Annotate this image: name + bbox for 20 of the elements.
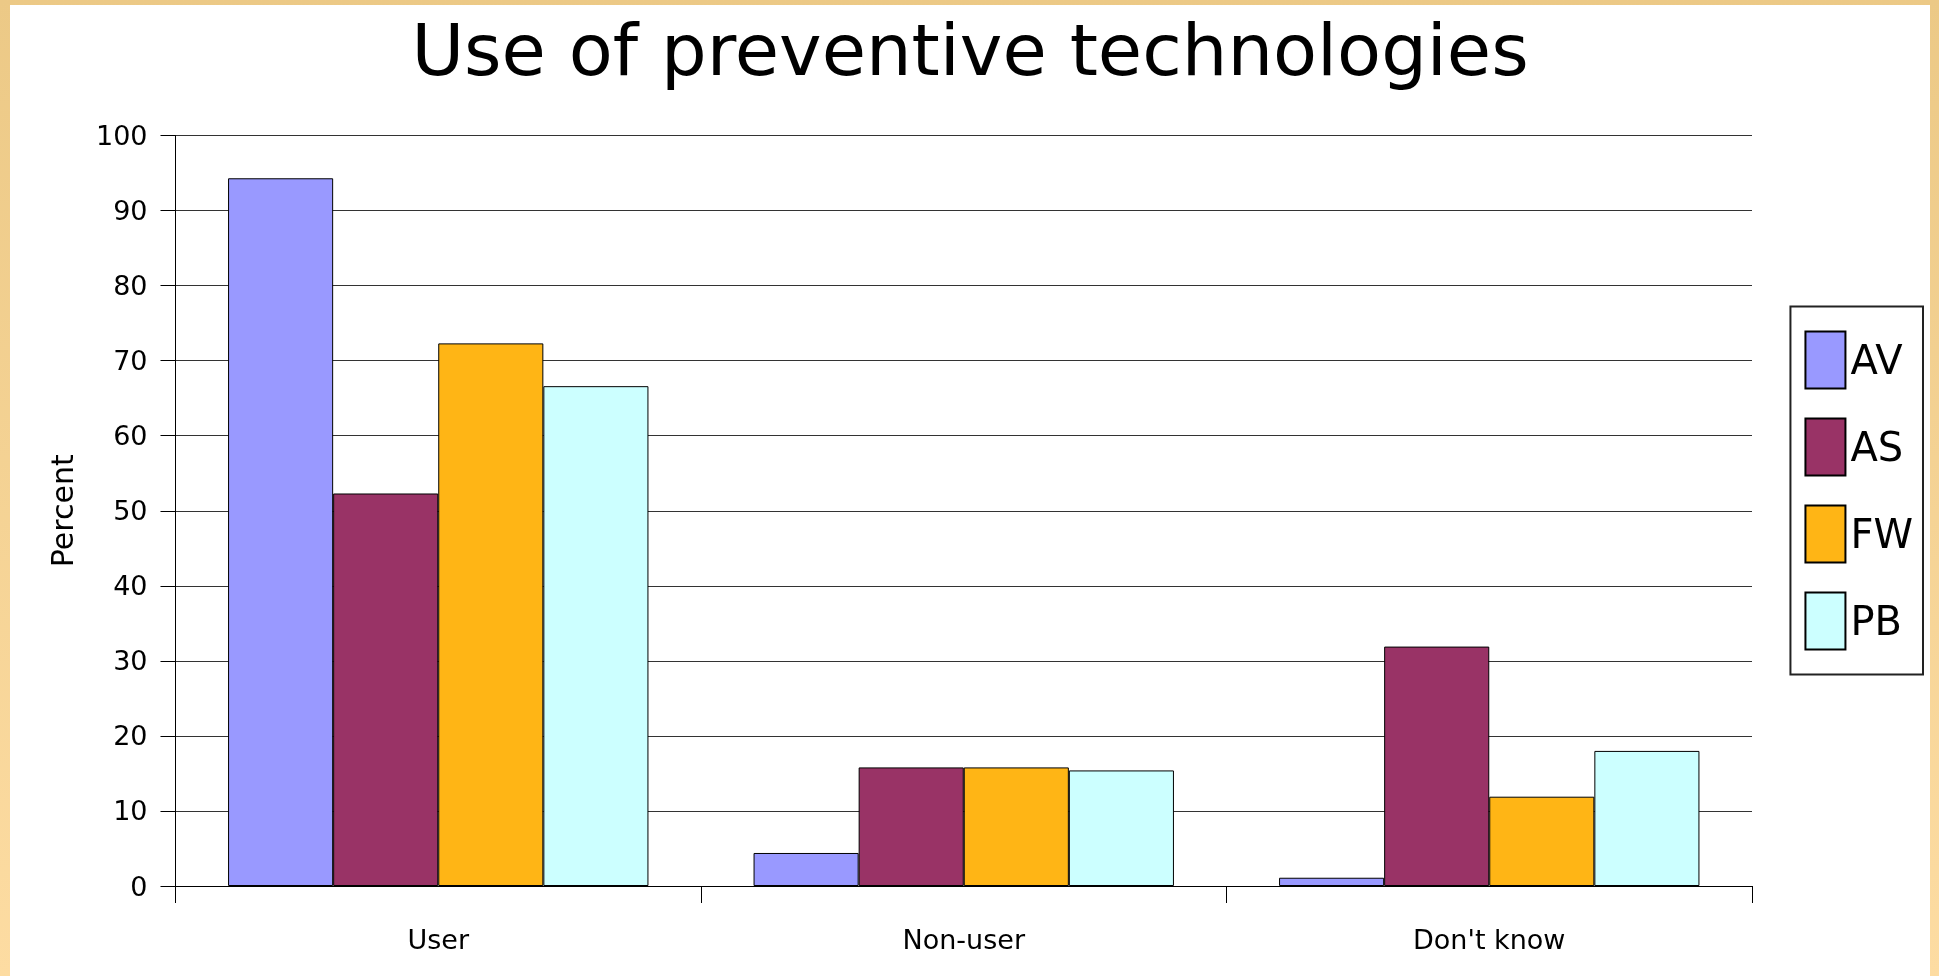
chart-title: Use of preventive technologies <box>411 8 1529 92</box>
y-tick-label: 100 <box>95 120 148 151</box>
y-axis-title: Percent <box>45 454 80 568</box>
x-tick-label: Don't know <box>1413 924 1566 955</box>
y-tick-label: 50 <box>113 495 148 527</box>
y-tick-label: 10 <box>113 795 148 827</box>
x-tick-label: User <box>407 924 470 955</box>
y-tick-label: 40 <box>113 570 148 602</box>
y-tick-label: 0 <box>130 870 148 902</box>
legend-label: PB <box>1850 598 1902 644</box>
y-tick-label: 80 <box>113 270 148 302</box>
y-tick-label: 60 <box>113 420 148 452</box>
y-tick-label: 20 <box>113 720 148 752</box>
y-tick-label: 70 <box>113 345 148 377</box>
legend-label: AS <box>1850 424 1904 470</box>
y-tick-label: 90 <box>113 195 148 227</box>
legend-label: FW <box>1850 511 1913 557</box>
x-tick-label: Non-user <box>902 924 1026 955</box>
legend-label: AV <box>1850 337 1904 383</box>
y-tick-label: 30 <box>113 645 148 677</box>
